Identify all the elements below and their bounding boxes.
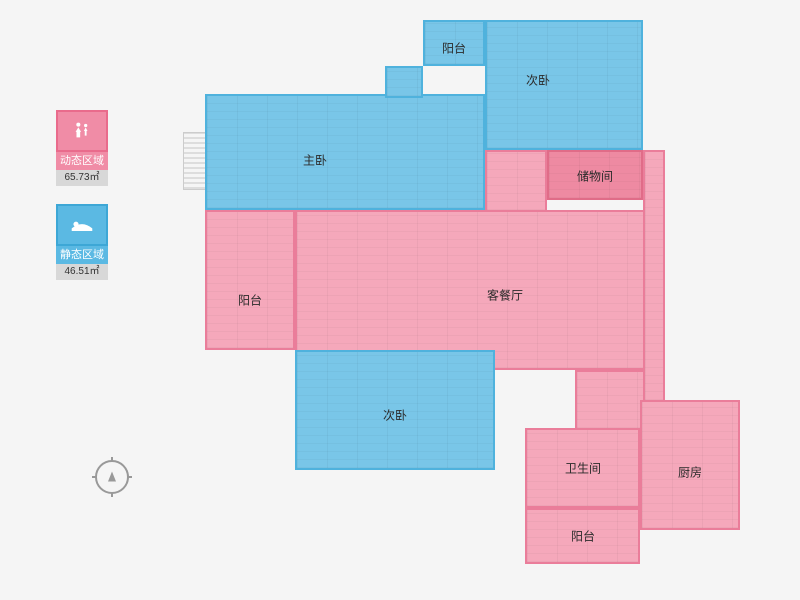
room-label-balcony-left: 阳台 [238,292,262,309]
room-master-bed [205,94,485,210]
legend-static-icon-box [56,204,108,246]
legend-dynamic: 动态区域 65.73㎡ [56,110,108,186]
room-label-living-dining: 客餐厅 [487,287,523,304]
sleep-icon [70,216,94,234]
room-balcony-left [205,210,295,350]
room-living-ext-top [485,150,547,212]
room-label-bed-secondary2: 次卧 [383,407,407,424]
room-living-dining [295,210,665,370]
legend-dynamic-label: 动态区域 [56,152,108,170]
people-icon [71,120,93,142]
room-label-balcony-top: 阳台 [442,40,466,57]
legend-static-label: 静态区域 [56,246,108,264]
legend-static-value: 46.51㎡ [56,264,108,280]
room-bed-secondary1 [485,20,643,150]
room-label-bathroom2: 卫生间 [565,460,601,477]
room-label-storage: 储物间 [577,168,613,185]
compass-icon [95,460,129,494]
room-master-bed-ext [385,66,423,98]
zone-legend: 动态区域 65.73㎡ 静态区域 46.51㎡ [56,110,108,298]
room-label-balcony-bot: 阳台 [571,528,595,545]
legend-dynamic-value: 65.73㎡ [56,170,108,186]
room-label-bed-secondary1: 次卧 [526,72,550,89]
floorplan: 阳台次卧卫生间主卧储物间阳台客餐厅次卧卫生间厨房阳台 [195,20,765,570]
room-label-kitchen: 厨房 [678,464,702,481]
room-label-master-bed: 主卧 [303,152,327,169]
room-corridor-r [643,150,665,402]
legend-static: 静态区域 46.51㎡ [56,204,108,280]
legend-dynamic-icon-box [56,110,108,152]
